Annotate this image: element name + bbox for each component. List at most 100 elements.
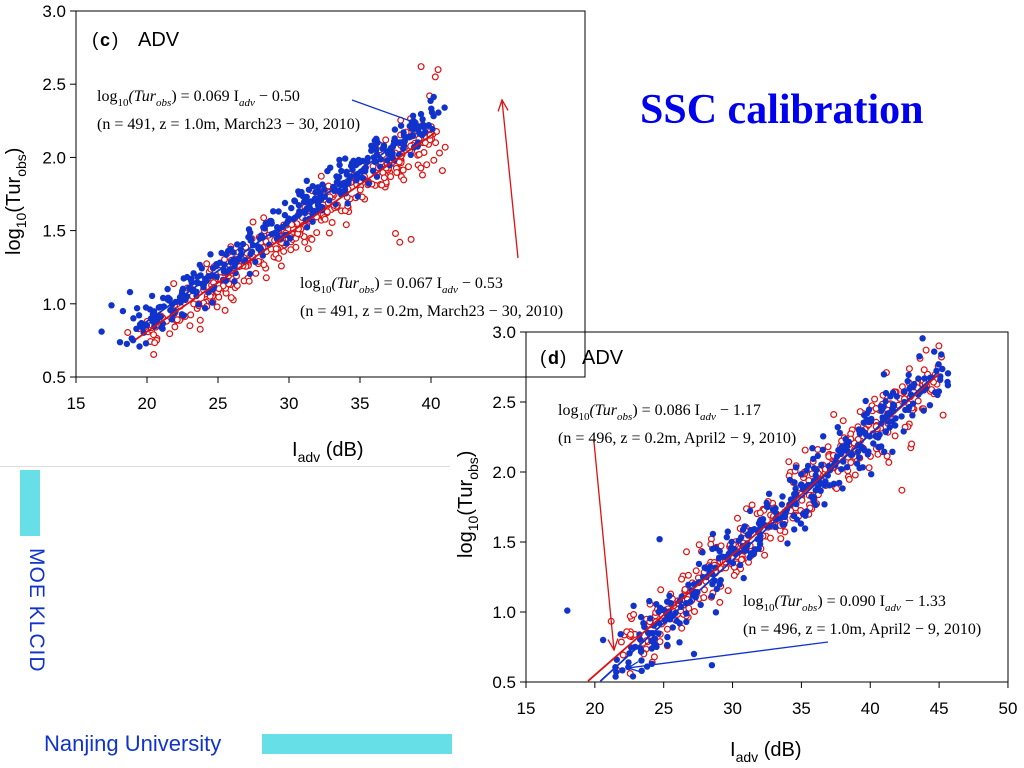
- data-point-open: [839, 417, 847, 425]
- data-point-open: [196, 325, 204, 333]
- data-point-filled: [727, 547, 734, 554]
- equation-conditions: (n = 491, z = 1.0m, March23 − 30, 2010): [97, 116, 360, 133]
- data-point-open: [313, 229, 321, 237]
- data-point-open: [382, 136, 390, 144]
- data-point-open: [124, 329, 132, 337]
- data-point-filled: [792, 464, 800, 471]
- data-point-filled: [248, 248, 256, 255]
- data-point-filled: [683, 610, 690, 617]
- data-point-filled: [338, 167, 345, 175]
- data-point-filled: [833, 453, 841, 460]
- data-point-filled: [886, 424, 893, 431]
- data-point-filled: [348, 162, 355, 170]
- data-point-filled: [882, 398, 889, 405]
- panel-letter: c: [100, 30, 110, 50]
- data-point-open: [301, 238, 309, 246]
- annotation-arrow-head: [626, 661, 640, 673]
- data-point-filled: [758, 520, 765, 527]
- data-point-open: [617, 638, 625, 646]
- panel-letter-close-paren: ): [560, 348, 566, 369]
- data-point-filled: [713, 585, 721, 593]
- data-point-filled: [314, 184, 322, 191]
- data-point-open: [304, 245, 312, 253]
- data-point-filled: [797, 482, 805, 489]
- data-point-filled: [303, 193, 310, 201]
- data-point-open: [684, 571, 692, 579]
- data-point-filled: [867, 417, 875, 425]
- data-point-filled: [769, 506, 777, 513]
- data-point-open: [166, 330, 174, 338]
- data-point-open: [438, 167, 446, 175]
- data-point-open: [845, 475, 853, 483]
- fit-line: [135, 131, 436, 341]
- data-point-filled: [653, 601, 660, 608]
- slide-title: SSC calibration: [640, 87, 924, 133]
- data-point-filled: [397, 122, 405, 129]
- data-point-filled: [317, 189, 324, 197]
- data-point-filled: [944, 370, 952, 377]
- data-point-filled: [763, 499, 770, 507]
- data-point-filled: [303, 177, 310, 184]
- data-point-filled: [311, 207, 318, 215]
- data-point-filled: [779, 521, 786, 528]
- data-point-filled: [872, 432, 879, 439]
- data-point-filled: [786, 476, 794, 484]
- data-point-filled: [836, 429, 843, 437]
- data-point-filled: [881, 448, 888, 455]
- data-point-filled: [200, 281, 207, 289]
- data-point-open: [173, 316, 181, 324]
- data-point-filled: [377, 156, 385, 163]
- data-point-filled: [157, 313, 164, 320]
- data-point-open: [417, 164, 425, 172]
- y-tick-label: 1.0: [492, 603, 516, 622]
- data-point-filled: [625, 659, 632, 666]
- y-tick-label: 1.5: [42, 222, 66, 241]
- data-point-filled: [252, 258, 259, 266]
- panel-letter-open-paren: (: [92, 30, 99, 51]
- data-point-filled: [428, 105, 435, 112]
- equation-conditions: (n = 496, z = 1.0m, April2 − 9, 2010): [743, 621, 981, 638]
- data-point-filled: [333, 173, 340, 180]
- data-point-open: [695, 541, 703, 549]
- annotation-arrow-line: [593, 441, 615, 651]
- x-tick-label: 30: [723, 699, 742, 718]
- data-point-open: [417, 63, 425, 71]
- data-point-open: [277, 262, 285, 270]
- data-point-filled: [695, 579, 703, 586]
- data-point-open: [393, 169, 401, 177]
- data-point-filled: [369, 167, 377, 174]
- data-point-filled: [845, 438, 852, 445]
- data-point-open: [761, 551, 769, 559]
- data-point-open: [847, 459, 855, 467]
- data-point-open: [801, 446, 809, 454]
- data-point-open: [272, 245, 280, 253]
- chart-panel-d: 15 20 25 30 35 40 45 50 0.51.01.52.02.53.0 ( d …: [455, 323, 1017, 765]
- data-point-open: [280, 247, 288, 255]
- data-point-open: [396, 238, 404, 246]
- org-label: MOE KLCID: [25, 548, 48, 673]
- data-point-filled: [735, 537, 742, 544]
- annotation-arrow-line: [351, 99, 431, 129]
- data-point-filled: [309, 218, 316, 225]
- data-point-filled: [182, 296, 189, 303]
- data-point-open: [914, 397, 922, 405]
- data-point-filled: [336, 156, 343, 164]
- data-point-filled: [838, 448, 846, 456]
- data-point-open: [724, 587, 732, 595]
- data-point-filled: [180, 312, 188, 319]
- data-point-filled: [779, 493, 786, 500]
- data-point-filled: [944, 378, 951, 386]
- annotation-arrow-line: [627, 641, 829, 669]
- data-point-filled: [765, 490, 773, 497]
- data-point-filled: [619, 667, 626, 674]
- data-point-filled: [778, 501, 786, 508]
- data-point-open: [851, 471, 859, 479]
- data-point-filled: [716, 581, 723, 588]
- data-point-filled: [159, 294, 167, 302]
- data-point-filled: [882, 428, 889, 436]
- data-point-open: [378, 181, 386, 189]
- panel-label: ADV: [138, 29, 180, 51]
- panel-letter: d: [548, 348, 559, 368]
- data-point-filled: [283, 240, 290, 247]
- data-point-filled: [880, 371, 888, 378]
